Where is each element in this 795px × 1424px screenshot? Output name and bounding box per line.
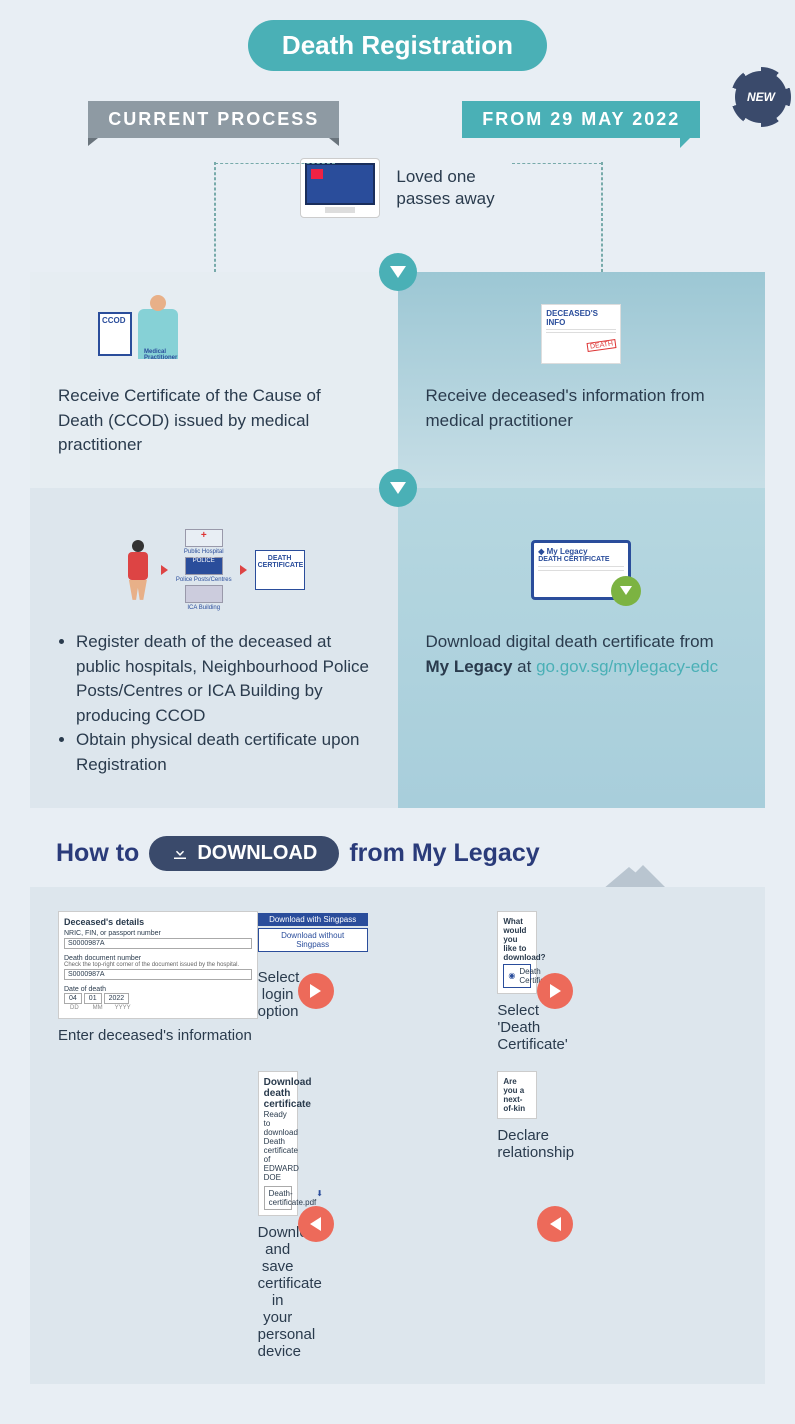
s5-sub2: Death certificate of EDWARD DOE: [264, 1137, 292, 1182]
s3-f2: Death document number: [64, 955, 141, 962]
step2-left-b1: Register death of the deceased at public…: [76, 630, 370, 729]
step1-left-text: Receive Certificate of the Cause of Deat…: [58, 384, 370, 458]
ica-label: ICA Building: [187, 605, 220, 611]
yy-label: YYYY: [111, 1005, 135, 1011]
header-current: CURRENT PROCESS: [88, 101, 339, 138]
arrow-down-icon: [379, 253, 417, 291]
step4-label: Declare relationship: [497, 1127, 537, 1161]
laptop-dc-label: DEATH CERTIFICATE: [538, 556, 624, 563]
flow-step-4: Are you a next-of-kin Declare relationsh…: [497, 1071, 537, 1161]
hospital-icon: [185, 529, 223, 547]
arrow-right-icon: [537, 973, 573, 1009]
flow-step-5: Download death certificate Ready to down…: [258, 1071, 298, 1360]
s3-title: Deceased's details: [64, 917, 252, 927]
mylegacy-label: ◆ My Legacy: [538, 547, 624, 556]
ica-icon: [185, 585, 223, 603]
step2-right-text: Download digital death certificate from …: [426, 630, 738, 679]
process-row-1: Receive Certificate of the Cause of Deat…: [30, 272, 765, 488]
flow-step-1: Download with Singpass Download without …: [258, 911, 298, 1020]
arrow-right-icon: [298, 973, 334, 1009]
process-row-2: Public Hospital POLICE Police Posts/Cent…: [30, 488, 765, 808]
laptop-illustration: ◆ My Legacy DEATH CERTIFICATE: [426, 510, 738, 630]
new-badge: NEW: [735, 71, 787, 123]
step2-left-b2: Obtain physical death certificate upon R…: [76, 728, 370, 777]
registration-illustration: Public Hospital POLICE Police Posts/Cent…: [58, 510, 370, 630]
arrow-down-icon: [379, 469, 417, 507]
flow-step-3: Deceased's details NRIC, FIN, or passpor…: [58, 911, 258, 1044]
s3-yy: 2022: [104, 993, 130, 1004]
step2-label: Select 'Death Certificate': [497, 1002, 537, 1053]
person-icon: [123, 540, 153, 600]
s3-dd: 04: [64, 993, 82, 1004]
download-icon: [171, 844, 189, 862]
download-file-icon: ⬇: [316, 1189, 323, 1207]
step3-label: Enter deceased's information: [58, 1027, 258, 1044]
intro-line1: Loved one: [396, 166, 494, 188]
doc-title: DECEASED'S INFO: [546, 309, 616, 327]
s4-q2: next-of-kin: [503, 1095, 531, 1113]
document-icon: DECEASED'S INFO DEATH: [541, 304, 621, 364]
s5-title: Download death certificate: [264, 1077, 292, 1110]
flow-panel: Download with Singpass Download without …: [30, 887, 765, 1384]
s4-q1: Are you a: [503, 1077, 531, 1095]
download-badge-icon: [611, 576, 641, 606]
s3-f2b: Check the top-right corner of the docume…: [64, 962, 252, 968]
s5-sub1: Ready to download: [264, 1110, 292, 1137]
s3-v1: S0000987A: [64, 938, 252, 949]
step1-label: Select login option: [258, 969, 298, 1020]
no-singpass-btn: Download without Singpass: [258, 928, 368, 952]
s3-f1: NRIC, FIN, or passport number: [64, 930, 161, 937]
s3-f3: Date of death: [64, 986, 106, 993]
dd-label: DD: [64, 1005, 85, 1011]
clipboard-icon: [98, 312, 132, 356]
step1-right-text: Receive deceased's information from medi…: [426, 384, 738, 433]
death-stamp: DEATH: [587, 339, 617, 352]
arrow-left-icon: [298, 1206, 334, 1242]
step5-label: Download and save certificate in your pe…: [258, 1224, 298, 1360]
download-pill: DOWNLOAD: [149, 836, 339, 871]
medic-icon: [138, 309, 178, 359]
arrow-left-icon: [537, 1206, 573, 1242]
mm-label: MM: [87, 1005, 109, 1011]
s2-question: What would you like to download?: [503, 917, 531, 962]
flow-step-2: What would you like to download? Death C…: [497, 911, 537, 1053]
death-cert-card: DEATH CERTIFICATE: [255, 550, 305, 590]
s5-file: Death-certificate.pdf: [269, 1189, 317, 1207]
singpass-btn: Download with Singpass: [258, 913, 368, 926]
police-label: Police Posts/Centres: [176, 577, 232, 583]
monitor-icon: [300, 158, 380, 218]
s3-mm: 01: [84, 993, 102, 1004]
intro-line2: passes away: [396, 188, 494, 210]
intro-row: Loved one passes away: [30, 158, 765, 218]
police-icon: POLICE: [185, 557, 223, 575]
header-new: FROM 29 MAY 2022: [462, 101, 700, 138]
page-title: Death Registration: [248, 20, 547, 71]
hospital-label: Public Hospital: [184, 549, 224, 555]
column-headers: CURRENT PROCESS FROM 29 MAY 2022 NEW: [30, 101, 765, 138]
s3-v2: S0000987A: [64, 969, 252, 980]
